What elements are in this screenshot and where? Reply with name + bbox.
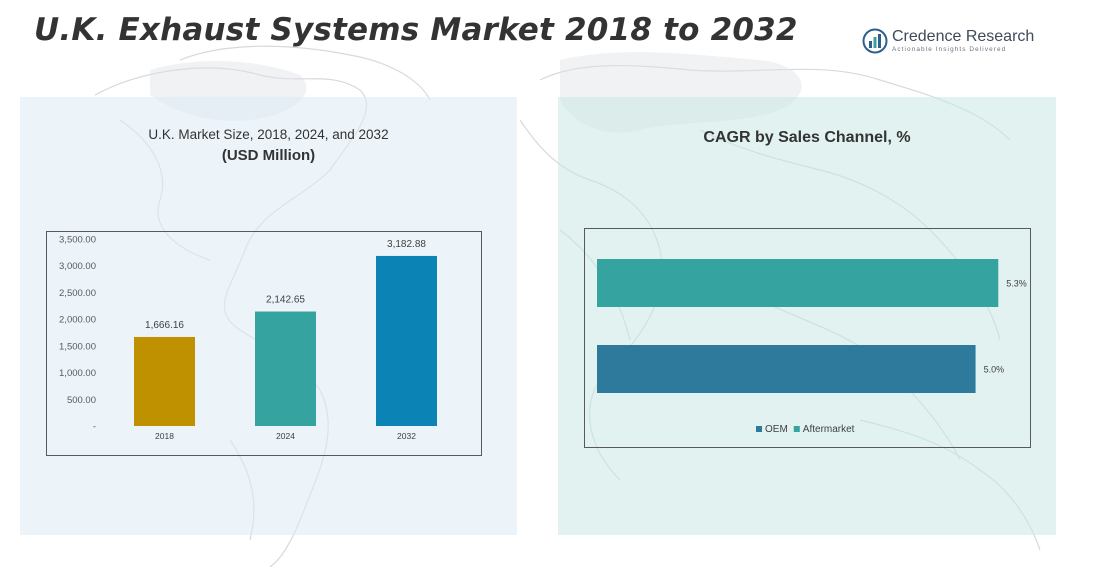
x-tick-label: 2018: [155, 431, 174, 441]
y-tick-label: 2,500.00: [59, 288, 96, 299]
cagr-title: CAGR by Sales Channel, %: [703, 129, 911, 146]
bar-2032: [376, 255, 437, 426]
bar-aftermarket: [597, 259, 999, 307]
x-tick-label: 2024: [276, 431, 295, 441]
page-title: U.K. Exhaust Systems Market 2018 to 2032: [34, 12, 798, 48]
cagr-chart-frame: 5.3% 5.0% OEM Aftermarket: [584, 228, 1031, 448]
bar-value-label: 5.3%: [1006, 279, 1027, 289]
y-tick-label: 1,000.00: [59, 368, 96, 379]
bar-2018: [134, 336, 195, 426]
legend-swatch-aftermarket: [793, 426, 800, 432]
cagr-bar-chart: 5.3% 5.0% OEM Aftermarket: [597, 259, 1027, 435]
bar-value-label: 2,142.65: [266, 295, 305, 306]
x-tick-label: 2032: [397, 431, 416, 441]
y-tick-label: -: [93, 422, 96, 433]
legend-label-oem: OEM: [765, 424, 788, 435]
cagr-panel: CAGR by Sales Channel, % 5.3% 5.0% OEM Afte…: [558, 97, 1056, 535]
market-size-chart-frame: - 500.00 1,000.00 1,500.00 2,000.00 2,500.00 3…: [46, 231, 482, 456]
y-tick-label: 1,500.00: [59, 341, 96, 352]
y-tick-label: 3,500.00: [59, 235, 96, 246]
bar-value-label: 1,666.16: [145, 320, 184, 331]
bar-value-label: 5.0%: [984, 365, 1005, 375]
legend-label-aftermarket: Aftermarket: [803, 424, 855, 435]
bar-2024: [255, 311, 316, 426]
market-size-bar-chart: - 500.00 1,000.00 1,500.00 2,000.00 2,500.00 3…: [59, 235, 437, 441]
brand-name: Credence Research: [892, 28, 1035, 45]
y-tick-label: 500.00: [67, 395, 96, 406]
legend-swatch-oem: [756, 426, 762, 432]
y-tick-label: 2,000.00: [59, 315, 96, 326]
bar-value-label: 3,182.88: [387, 239, 426, 250]
brand-tagline: Actionable Insights Delivered: [892, 46, 1007, 53]
y-tick-label: 3,000.00: [59, 261, 96, 272]
market-size-panel: U.K. Market Size, 2018, 2024, and 2032 (…: [20, 97, 517, 535]
brand-logo: Credence Research Actionable Insights De…: [862, 26, 1062, 58]
market-size-unit: (USD Million): [221, 147, 316, 164]
brand-chart-icon: [862, 28, 888, 54]
bar-oem: [597, 345, 976, 393]
market-size-title: U.K. Market Size, 2018, 2024, and 2032: [148, 127, 389, 142]
